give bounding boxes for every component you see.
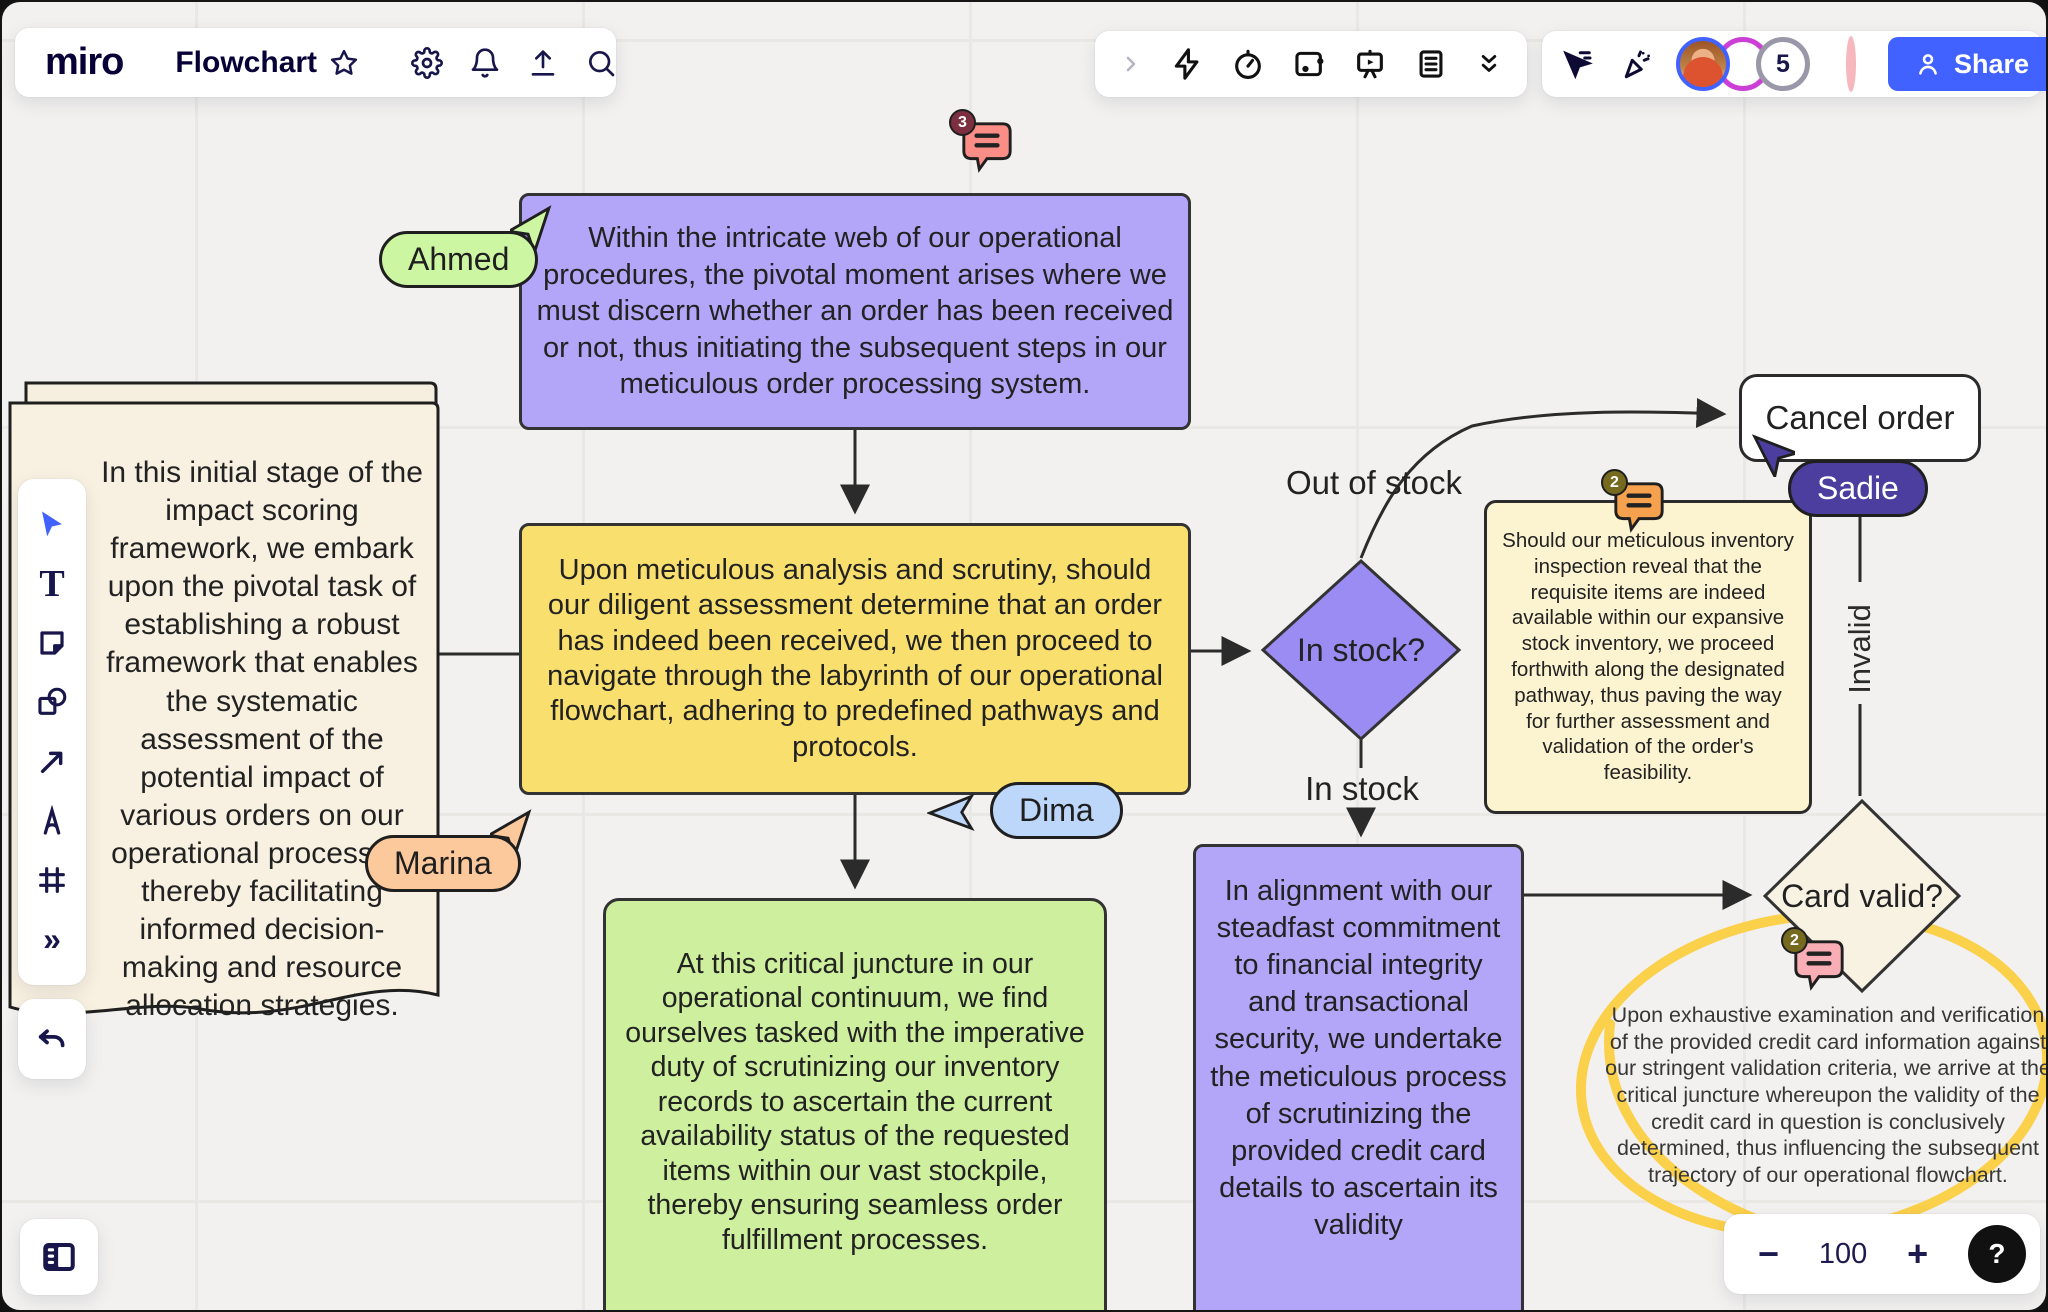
help-button[interactable]: ? <box>1967 1225 2026 1283</box>
comment-count-badge: 2 <box>1601 469 1628 496</box>
zoom-level-value[interactable]: 100 <box>1818 1237 1868 1270</box>
more-tools-chevrons-icon[interactable] <box>1475 50 1503 78</box>
upload-share-icon[interactable] <box>527 47 559 79</box>
paper-document-shape[interactable] <box>2 377 447 1052</box>
undo-panel <box>18 999 86 1079</box>
label-out-of-stock[interactable]: Out of stock <box>1285 464 1463 501</box>
collaborator-avatars[interactable]: 5 <box>1676 37 1810 91</box>
paper-note-content: In this initial stage of the impact scor… <box>101 456 423 1023</box>
avatar-overflow-count[interactable]: 5 <box>1756 37 1810 91</box>
node-inventory-text: At this critical juncture in our operati… <box>625 948 1093 1256</box>
comment-thread-pink[interactable]: 2 <box>1781 927 1848 996</box>
zoom-out-button[interactable]: − <box>1758 1233 1780 1274</box>
favorite-star-icon[interactable] <box>329 48 359 78</box>
decision-in-stock[interactable]: In stock? <box>1260 558 1462 742</box>
decision-in-stock-text: In stock? <box>1296 631 1426 668</box>
undo-icon[interactable] <box>35 1022 69 1056</box>
node-process-text: Upon meticulous analysis and scrutiny, s… <box>547 553 1171 763</box>
settings-gear-icon[interactable] <box>411 46 443 79</box>
node-check-inventory[interactable]: At this critical juncture in our operati… <box>603 898 1107 1310</box>
comment-count-badge: 2 <box>1781 927 1808 954</box>
zoom-in-button[interactable]: + <box>1907 1233 1929 1274</box>
dima-cursor-icon <box>927 793 975 831</box>
node-start-order-received[interactable]: Within the intricate web of our operatio… <box>519 193 1191 430</box>
quick-actions-bolt-icon[interactable] <box>1170 47 1204 81</box>
hide-cursors-icon[interactable] <box>1560 46 1596 82</box>
decision-card-valid-text: Card valid? <box>1781 878 1943 914</box>
miro-logo[interactable]: miro <box>45 41 124 83</box>
node-process-order[interactable]: Upon meticulous analysis and scrutiny, s… <box>519 523 1191 795</box>
node-start-text: Within the intricate web of our operatio… <box>536 222 1182 401</box>
frames-panel-button[interactable] <box>20 1219 98 1295</box>
frame-tool[interactable] <box>26 854 78 906</box>
zoom-controls: − 100 + ? <box>1724 1214 2040 1294</box>
text-tool[interactable]: T <box>39 563 65 606</box>
celebrate-party-popper-icon[interactable] <box>1618 46 1654 82</box>
node-payment-text: In alignment with our steadfast commitme… <box>1210 875 1515 1241</box>
marina-cursor-icon <box>490 809 532 856</box>
label-in-stock[interactable]: In stock <box>1305 770 1419 807</box>
dima-name-pill: Dima <box>990 782 1123 839</box>
left-tools-panel: T » <box>18 479 86 985</box>
share-button[interactable]: Share <box>1888 37 2046 91</box>
sadie-cursor-icon <box>1751 434 1795 477</box>
label-invalid[interactable]: Invalid <box>1842 604 1878 694</box>
avatar[interactable] <box>1676 37 1730 91</box>
select-tool[interactable] <box>26 499 78 551</box>
header-left-toolbar: miro Flowchart <box>15 28 616 97</box>
shapes-tool[interactable] <box>26 676 78 728</box>
sticky-note-text: Should our meticulous inventory inspecti… <box>1502 528 1800 785</box>
present-easel-icon[interactable] <box>1353 47 1387 81</box>
pen-tool[interactable] <box>26 795 78 847</box>
ahmed-name-pill: Ahmed <box>379 231 539 288</box>
comment-count-badge: 3 <box>949 109 976 136</box>
node-verify-payment[interactable]: In alignment with our steadfast commitme… <box>1193 844 1524 1310</box>
comment-thread-red[interactable]: 3 <box>949 109 1016 178</box>
collapse-chevron-icon[interactable] <box>1119 52 1143 76</box>
notes-document-icon[interactable] <box>1414 47 1448 81</box>
notifications-bell-icon[interactable] <box>469 47 501 79</box>
node-cancel-text: Cancel order <box>1765 399 1955 436</box>
sticky-note-tool[interactable] <box>26 617 78 669</box>
board-title[interactable]: Flowchart <box>175 45 318 79</box>
person-icon <box>1919 54 1937 75</box>
avatar-own[interactable] <box>1846 36 1856 92</box>
ahmed-cursor-icon <box>510 205 552 252</box>
sadie-name-pill: Sadie <box>1788 460 1928 517</box>
comment-thread-orange[interactable]: 2 <box>1601 469 1668 538</box>
media-frame-icon[interactable] <box>1292 47 1326 81</box>
header-right-toolbar: 5 Share <box>1542 31 2046 97</box>
frames-panel-icon <box>43 1243 75 1271</box>
marina-name-pill: Marina <box>365 835 521 892</box>
timer-stopwatch-icon[interactable] <box>1231 47 1265 81</box>
connector-tool[interactable] <box>26 736 78 788</box>
search-icon[interactable] <box>585 47 617 79</box>
header-middle-toolbar <box>1095 31 1527 97</box>
annotation-text[interactable]: Upon exhaustive examination and verifica… <box>1605 1003 2048 1187</box>
paper-note-text: In this initial stage of the impact scor… <box>94 454 430 1025</box>
more-tools[interactable]: » <box>43 920 61 957</box>
sticky-note[interactable]: Should our meticulous inventory inspecti… <box>1484 500 1812 814</box>
